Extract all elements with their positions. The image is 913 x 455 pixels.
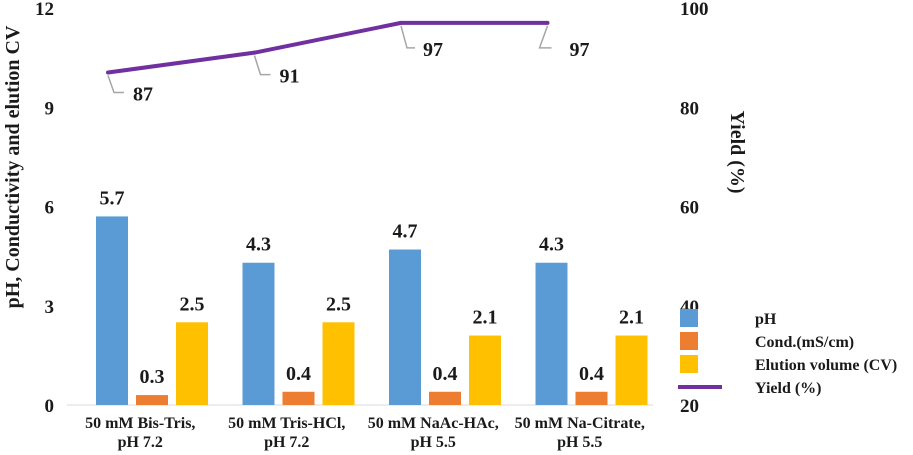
bar-data-label: 2.5 [326,293,351,315]
yield-callout-leader [107,75,124,94]
bar-condmscm [429,391,461,405]
y2-tick-label: 100 [680,0,709,20]
legend-label: Cond.(mS/cm) [755,334,854,351]
y-tick-label: 12 [35,0,54,20]
y-axis-title: pH, Conductivity and elution CV [2,25,24,308]
bar-ph [389,249,421,405]
legend-label: Yield (%) [755,380,822,397]
yield-point [106,70,110,75]
y2-tick-label: 60 [680,198,699,219]
bar-data-label: 4.7 [393,221,418,243]
bar-data-label: 0.3 [140,366,165,388]
yield-callout-leader [538,25,552,49]
legend-swatch [680,355,698,373]
category-label: 50 mM Tris-HCl, [228,415,345,432]
bar-condmscm [575,391,608,405]
bar-condmscm [282,391,315,405]
legend-label: pH [755,311,777,328]
category-label: 50 mM NaAc-HAc, [368,415,499,432]
y-tick-label: 0 [45,396,55,417]
yield-callout-leader [400,25,415,49]
bar-data-label: 2.5 [180,293,205,315]
yield-point [399,20,403,25]
bar-data-label: 4.3 [539,234,564,256]
category-label: pH 5.5 [411,434,456,451]
category-label: pH 7.2 [264,434,309,451]
yield-callout-leader [253,55,271,76]
category-label: pH 5.5 [557,434,602,451]
bar-condmscm [136,395,168,405]
bar-elutionvolumecv [469,335,501,405]
bar-ph [242,262,275,405]
yield-point [545,20,550,25]
category-label: 50 mM Na-Citrate, [515,415,645,432]
yield-data-label: 91 [280,66,300,88]
bar-data-label: 0.4 [286,363,311,385]
bar-data-label: 5.7 [100,187,125,209]
bar-data-label: 2.1 [619,307,644,329]
y-tick-label: 6 [45,198,55,219]
yield-point [252,50,257,55]
bar-elutionvolumecv [322,322,355,405]
yield-line [107,20,548,75]
legend-swatch [680,332,698,350]
bar-ph [535,262,568,405]
y-tick-label: 3 [45,297,55,318]
category-label: pH 7.2 [118,434,163,451]
y-tick-label: 9 [45,98,55,119]
bar-ph [96,216,128,405]
bar-elutionvolumecv [176,322,208,405]
legend-label: Elution volume (CV) [755,357,897,374]
category-label: 50 mM Bis-Tris, [85,415,195,432]
bar-elutionvolumecv [615,335,648,405]
bar-data-label: 0.4 [433,363,458,385]
y2-tick-label: 20 [680,396,699,417]
yield-data-label: 97 [423,39,443,61]
y2-tick-label: 80 [680,98,699,119]
bar-data-label: 4.3 [246,234,271,256]
yield-data-label: 87 [133,84,153,106]
y2-axis-title: Yield (%) [726,110,748,193]
yield-data-label: 97 [570,39,590,61]
bar-data-label: 2.1 [473,307,498,329]
bar-data-label: 0.4 [579,363,604,385]
legend-swatch [680,309,698,327]
